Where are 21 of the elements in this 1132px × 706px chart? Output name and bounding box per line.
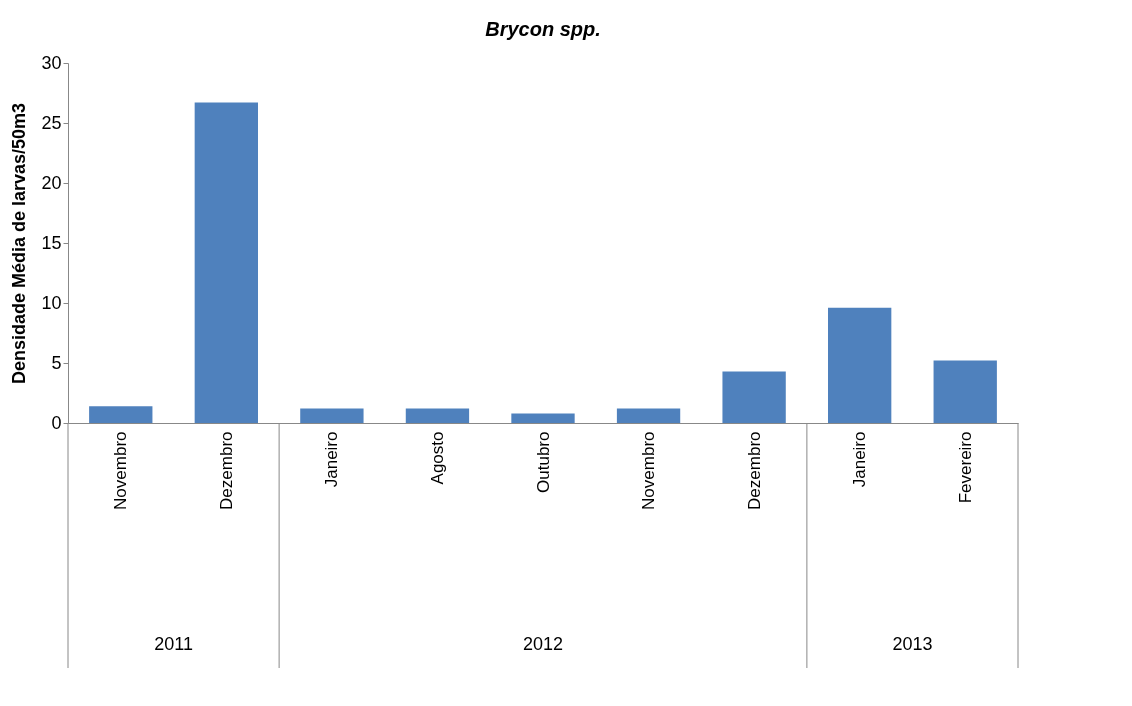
y-tick-label: 0 <box>51 412 62 433</box>
x-tick-label: Novembro <box>639 431 659 510</box>
y-tick-label: 5 <box>51 352 62 373</box>
y-tick-label: 25 <box>41 112 62 133</box>
y-tick-label: 15 <box>41 232 62 253</box>
y-axis-title: Densidade Média de larvas/50m3 <box>9 102 30 385</box>
x-tick-label: Dezembro <box>216 431 236 510</box>
x-tick-label: Janeiro <box>322 431 342 488</box>
text: 2012 <box>522 634 564 654</box>
x-tick-label: Fevereiro <box>955 431 975 504</box>
chart-title: Brycon spp. <box>485 18 601 40</box>
text: 2011 <box>154 634 193 654</box>
x-tick-label: Outubro <box>533 431 553 493</box>
text: 2013 <box>892 634 933 654</box>
x-tick-label: Novembro <box>111 431 131 510</box>
x-tick-label: Dezembro <box>744 431 764 510</box>
x-tick-label: Agosto <box>427 431 447 485</box>
y-tick-label: 30 <box>41 52 62 73</box>
y-tick-label: 10 <box>41 292 62 313</box>
y-tick-label: 20 <box>41 172 62 193</box>
x-tick-label: Janeiro <box>850 431 870 488</box>
